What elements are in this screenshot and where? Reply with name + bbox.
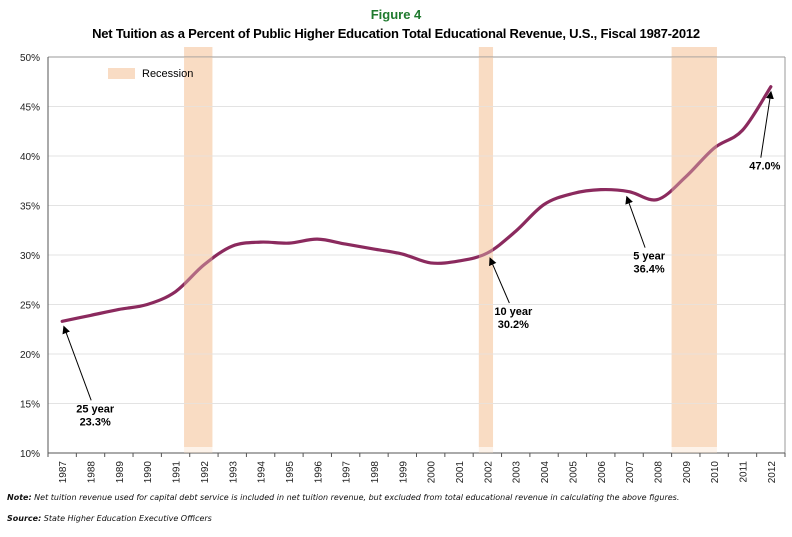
annotation-label-2002: 30.2% — [498, 319, 529, 331]
annotation-arrow-2002 — [489, 257, 510, 304]
gridlines: 10% 15% 20% 25% 30% 35% 40% 45% 50% — [20, 53, 785, 460]
recession-band-1 — [184, 47, 213, 447]
x-tick-label: 2000 — [427, 461, 438, 484]
y-tick-label: 40% — [20, 152, 40, 163]
annotation-arrow-2007 — [625, 195, 646, 248]
axes: 1987 1988 1989 1990 1991 1992 1993 1994 1995 1996… — [47, 57, 786, 484]
legend: Recession — [108, 68, 193, 80]
x-tick-label: 1993 — [228, 461, 239, 484]
x-tick-label: 2007 — [625, 461, 636, 484]
recession-band-overlay — [478, 57, 494, 453]
annotation-label-2007: 36.4% — [633, 264, 664, 276]
x-tick-label: 2008 — [653, 461, 664, 484]
x-tick-label: 1992 — [200, 461, 211, 484]
x-tick-label: 2011 — [738, 461, 749, 483]
source-label: Source: — [7, 514, 42, 523]
recession-band-overlay — [671, 57, 717, 453]
legend-label-recession: Recession — [142, 68, 193, 80]
annotation-label-2007: 5 year — [633, 251, 666, 263]
x-tick-label: 2002 — [483, 461, 494, 484]
x-tick-label: 1998 — [370, 461, 381, 484]
source-text: State Higher Education Executive Officer… — [41, 514, 212, 523]
series-layer — [60, 57, 773, 453]
footnote-note: Note: Net tuition revenue used for capit… — [7, 493, 679, 502]
x-tick-label: 1988 — [87, 461, 98, 484]
y-tick-label: 15% — [20, 400, 40, 411]
x-tick-label: 2006 — [597, 461, 608, 484]
x-tick-label: 1995 — [285, 461, 296, 484]
x-tick-label: 1994 — [257, 461, 268, 484]
y-tick-label: 20% — [20, 350, 40, 361]
x-tick-label: 2003 — [512, 461, 523, 484]
recession-band-3 — [671, 47, 717, 447]
y-tick-label: 45% — [20, 103, 40, 114]
annotation-arrow-1987 — [62, 325, 92, 401]
figure-label: Figure 4 — [370, 7, 422, 22]
x-tick-label: 1997 — [342, 461, 353, 484]
x-tick-label: 2005 — [568, 461, 579, 484]
annotation-label-1987: 25 year — [76, 403, 115, 415]
x-tick-label: 1989 — [115, 461, 126, 484]
annotation-label-2002: 10 year — [494, 306, 533, 318]
x-tick-label: 2009 — [682, 461, 693, 484]
x-tick-label: 1999 — [398, 461, 409, 484]
recession-bands — [184, 47, 717, 447]
x-tick-label: 1991 — [172, 461, 183, 484]
recession-band-2 — [478, 47, 494, 447]
x-tick-label: 1996 — [313, 461, 324, 484]
x-tick-label: 1990 — [143, 461, 154, 484]
footnote-source: Source: State Higher Education Executive… — [7, 514, 212, 523]
x-tick-label: 2010 — [710, 461, 721, 484]
annotation-label-2012: 47.0% — [749, 161, 780, 173]
y-tick-label: 35% — [20, 202, 40, 213]
chart-title: Net Tuition as a Percent of Public Highe… — [92, 26, 700, 41]
x-tick-label: 2001 — [455, 461, 466, 484]
x-tick-label: 2004 — [540, 461, 551, 484]
y-tick-label: 50% — [20, 53, 40, 64]
y-tick-label: 25% — [20, 301, 40, 312]
y-tick-label: 10% — [20, 449, 40, 460]
recession-band-overlay — [184, 57, 213, 453]
annotation-label-1987: 23.3% — [80, 416, 111, 428]
x-tick-label: 2012 — [767, 461, 778, 484]
series-line — [60, 85, 773, 323]
x-tick-label: 1987 — [58, 461, 69, 484]
legend-swatch-recession — [108, 68, 135, 79]
note-text: Net tuition revenue used for capital deb… — [31, 493, 680, 502]
y-tick-label: 30% — [20, 251, 40, 262]
note-label: Note: — [7, 493, 32, 502]
annotation-arrow-2012 — [760, 90, 774, 158]
